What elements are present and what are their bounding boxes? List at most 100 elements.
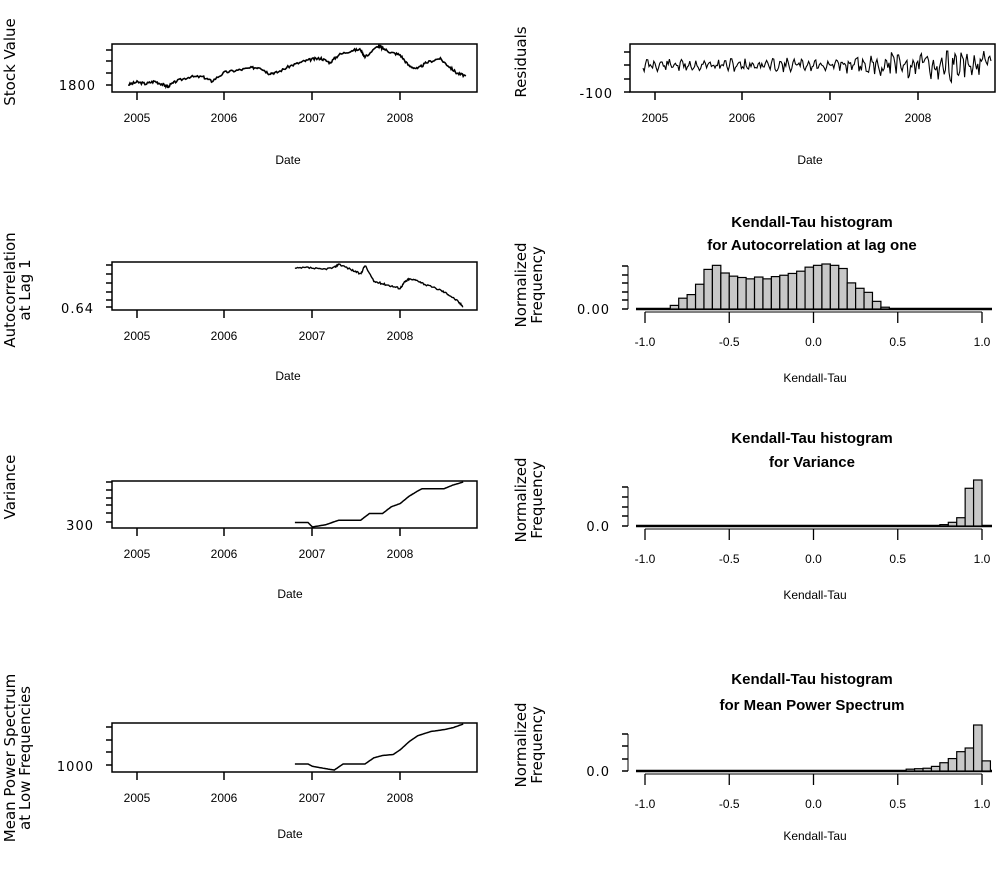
y-tick-label: 0.64: [61, 302, 94, 317]
histogram-bar: [703, 268, 713, 310]
x-tick-label: 2008: [387, 329, 414, 343]
variance-line: [294, 481, 464, 528]
x-tick-label: 2005: [124, 791, 151, 805]
histogram-bar: [855, 287, 865, 310]
x-tick-label: 2008: [387, 791, 414, 805]
x-tick-label: 2007: [817, 111, 844, 125]
y-axis-label-line2: at Low Frequencies: [16, 686, 34, 830]
x-axis-label: Date: [275, 369, 301, 383]
x-tick-label: 1.0: [974, 335, 991, 349]
residuals-line: [642, 50, 992, 85]
y-axis-label-line2: Frequency: [528, 246, 546, 324]
histogram-bar: [694, 283, 705, 310]
plot-frame: [111, 722, 478, 773]
x-tick-label: 2005: [124, 547, 151, 561]
histogram-bar: [972, 479, 983, 527]
x-tick-label: 1.0: [974, 797, 991, 811]
chart-title-line2: for Variance: [769, 454, 855, 471]
autocorrelation-line: [294, 263, 464, 308]
y-ticks: [106, 726, 112, 766]
histogram-bar: [972, 724, 983, 772]
mean-power-spectrum-line: [294, 723, 464, 771]
y-tick-label: -100: [579, 87, 613, 102]
y-tick-label: 1800: [59, 79, 96, 94]
histogram-bar: [939, 762, 949, 772]
histogram-bar: [846, 282, 857, 310]
x-tick-label: 2007: [299, 111, 326, 125]
x-tick-label: 2005: [124, 329, 151, 343]
y-axis-label-line1: Autocorrelation: [1, 232, 19, 347]
chart-title-line2: for Mean Power Spectrum: [719, 697, 904, 714]
y-axis-label-line1: Normalized: [512, 242, 530, 327]
x-axis-label: Date: [275, 153, 301, 167]
x-tick-label: 2006: [729, 111, 756, 125]
x-tick-label: 2008: [387, 111, 414, 125]
y-tick-label: 1000: [57, 760, 94, 775]
y-ticks: [106, 481, 112, 523]
histogram-bar: [956, 517, 966, 527]
histogram-bar: [939, 524, 949, 527]
y-ticks: [624, 51, 630, 93]
histogram-bar: [880, 306, 890, 310]
x-axis: 2005 2006 2007 2008: [642, 92, 932, 125]
x-tick-label: 2005: [642, 111, 669, 125]
histogram-bar: [678, 297, 688, 310]
x-tick-label: 0.5: [889, 552, 906, 566]
y-tick-label: 0.0: [586, 765, 610, 780]
histogram-bar: [956, 751, 966, 772]
x-tick-label: -0.5: [719, 797, 740, 811]
y-axis-label-line2: Frequency: [528, 706, 546, 784]
x-tick-label: 2007: [299, 547, 326, 561]
x-axis: 2005 2006 2007 2008: [124, 310, 414, 343]
x-axis: -1.0 -0.5 0.0 0.5 1.0: [635, 773, 991, 811]
y-axis-label: Variance: [1, 455, 19, 520]
stock-value-line: [128, 43, 467, 90]
y-axis-label: Stock Value: [1, 18, 19, 105]
x-axis: -1.0 -0.5 0.0 0.5 1.0: [635, 528, 991, 566]
y-axis-label-line1: Mean Power Spectrum: [1, 674, 19, 842]
x-tick-label: 0.0: [805, 797, 822, 811]
plot-frame: [629, 43, 996, 93]
x-axis: 2005 2006 2007 2008: [124, 772, 414, 805]
x-tick-label: -1.0: [635, 335, 656, 349]
x-tick-label: -1.0: [635, 797, 656, 811]
x-tick-label: 1.0: [974, 552, 991, 566]
y-tick-label: 0.0: [586, 520, 610, 535]
x-tick-label: -0.5: [719, 335, 740, 349]
x-axis-label: Kendall-Tau: [783, 371, 846, 385]
histogram-bar: [821, 263, 831, 310]
histogram-bar: [930, 765, 941, 772]
plot-frame: [111, 261, 478, 311]
histogram-bars: [622, 724, 992, 773]
x-tick-label: 0.0: [805, 552, 822, 566]
x-tick-label: -0.5: [719, 552, 740, 566]
x-tick-label: 2006: [211, 791, 238, 805]
histogram-bar: [922, 767, 933, 772]
histogram-bar: [728, 275, 739, 310]
x-axis: 2005 2006 2007 2008: [124, 92, 414, 125]
x-axis-label: Date: [277, 827, 303, 841]
panel-autocorrelation: Autocorrelation at Lag 1 0.64 2005 2006 20…: [1, 232, 478, 383]
x-tick-label: 2006: [211, 329, 238, 343]
panel-variance: Variance 300 2005 2006 2007 2008 Date: [1, 455, 478, 601]
histogram-bar: [787, 272, 798, 310]
histogram-bar: [964, 747, 975, 772]
x-tick-label: -1.0: [635, 552, 656, 566]
histogram-bar: [711, 264, 722, 310]
y-axis-label: Residuals: [512, 26, 530, 97]
histogram-bar: [762, 278, 772, 310]
chart-title-line1: Kendall-Tau histogram: [731, 214, 892, 231]
histogram-bar: [905, 768, 916, 772]
histogram-bar: [812, 264, 823, 310]
histogram-bar: [686, 294, 697, 310]
histogram-bar: [745, 278, 756, 310]
histogram-bar: [964, 487, 975, 527]
histogram-bar: [829, 264, 840, 310]
histogram-bar: [804, 266, 815, 310]
panel-stock-value: Stock Value 1800 2005 2006 2007 2008 Date: [1, 18, 478, 167]
x-axis-label: Kendall-Tau: [783, 829, 846, 843]
histogram-bar: [779, 274, 789, 310]
x-tick-label: 0.5: [889, 797, 906, 811]
x-axis-label: Date: [277, 587, 303, 601]
x-tick-label: 0.0: [805, 335, 822, 349]
